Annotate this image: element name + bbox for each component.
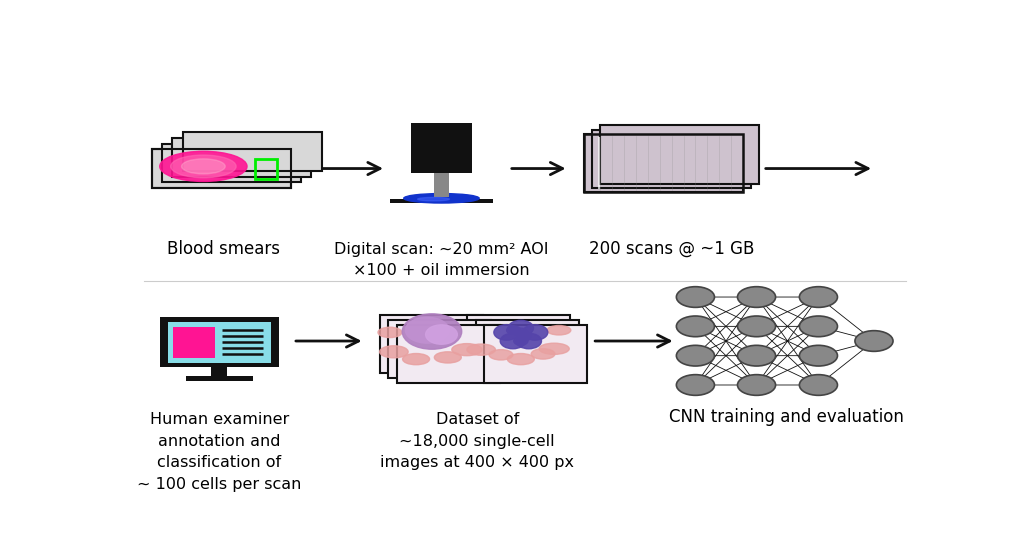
Ellipse shape [406,318,449,343]
FancyBboxPatch shape [434,173,449,197]
Circle shape [677,346,715,366]
FancyBboxPatch shape [168,321,270,362]
Ellipse shape [452,344,482,356]
FancyBboxPatch shape [152,149,291,188]
Ellipse shape [181,159,225,174]
Ellipse shape [378,327,401,338]
Ellipse shape [508,320,534,336]
Ellipse shape [522,325,548,340]
Ellipse shape [467,344,496,355]
FancyBboxPatch shape [600,125,759,184]
Circle shape [677,316,715,337]
Ellipse shape [507,353,535,365]
FancyBboxPatch shape [388,320,492,378]
Circle shape [737,287,775,307]
Text: Dataset of
~18,000 single-cell
images at 400 × 400 px: Dataset of ~18,000 single-cell images at… [380,412,574,470]
FancyBboxPatch shape [475,320,579,378]
FancyBboxPatch shape [380,315,482,374]
FancyBboxPatch shape [412,123,472,173]
Ellipse shape [426,325,458,344]
FancyBboxPatch shape [162,143,301,183]
Ellipse shape [516,333,542,349]
Circle shape [737,316,775,337]
Ellipse shape [160,151,247,181]
Ellipse shape [489,349,513,360]
Ellipse shape [402,314,462,349]
Ellipse shape [514,328,528,337]
Ellipse shape [380,346,409,358]
Circle shape [677,287,715,307]
Ellipse shape [547,325,570,335]
FancyBboxPatch shape [592,130,751,188]
FancyBboxPatch shape [397,325,500,383]
Ellipse shape [403,194,479,203]
Text: 200 scans @ ~1 GB: 200 scans @ ~1 GB [589,240,755,258]
FancyBboxPatch shape [211,366,227,377]
Text: CNN training and evaluation: CNN training and evaluation [670,408,904,426]
Ellipse shape [418,198,450,201]
Circle shape [737,375,775,395]
FancyBboxPatch shape [390,199,494,203]
FancyBboxPatch shape [173,327,214,358]
Circle shape [677,375,715,395]
Ellipse shape [531,349,555,359]
Ellipse shape [500,333,525,349]
Ellipse shape [434,352,461,363]
FancyBboxPatch shape [160,318,279,367]
Text: Digital scan: ~20 mm² AOI
×100 + oil immersion: Digital scan: ~20 mm² AOI ×100 + oil imm… [334,242,549,278]
Circle shape [737,346,775,366]
Ellipse shape [402,353,430,365]
FancyBboxPatch shape [186,376,253,381]
Ellipse shape [514,337,528,346]
Ellipse shape [171,155,237,178]
Ellipse shape [517,333,531,341]
Ellipse shape [507,326,521,334]
FancyBboxPatch shape [172,138,311,177]
FancyBboxPatch shape [484,325,588,383]
FancyBboxPatch shape [467,315,570,374]
FancyBboxPatch shape [182,132,322,171]
Circle shape [800,375,838,395]
FancyBboxPatch shape [585,134,743,192]
Circle shape [855,330,893,351]
Text: Human examiner
annotation and
classification of
~ 100 cells per scan: Human examiner annotation and classifica… [137,412,301,492]
Circle shape [800,287,838,307]
Text: Blood smears: Blood smears [167,240,280,258]
Ellipse shape [494,325,519,340]
Circle shape [800,316,838,337]
Circle shape [800,346,838,366]
Ellipse shape [539,343,569,354]
